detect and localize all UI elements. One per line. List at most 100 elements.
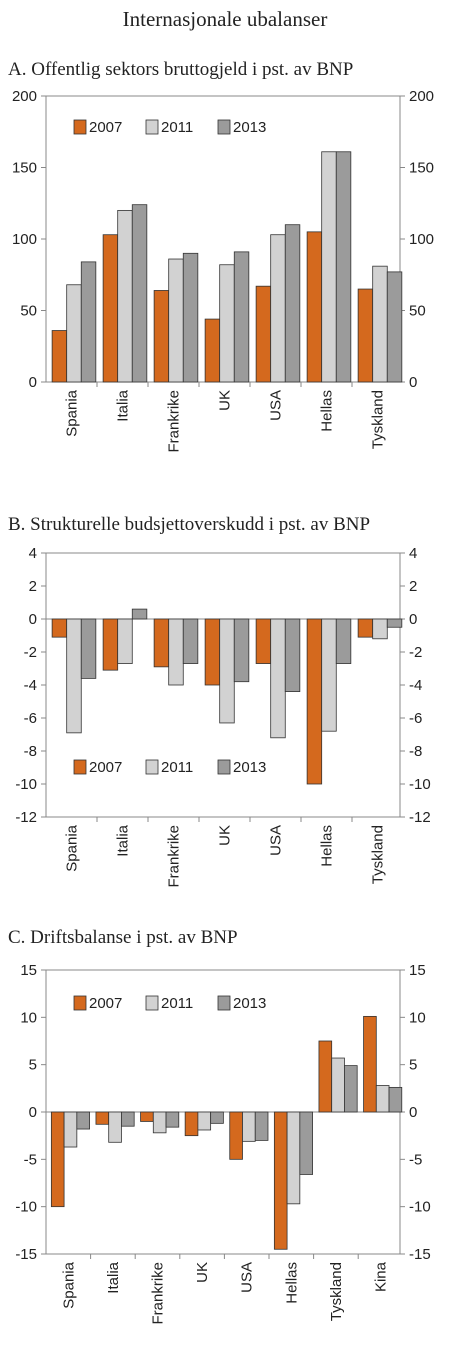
panel-1: B. Strukturelle budsjettoverskudd i pst.…: [8, 514, 431, 888]
bar-2013-tyskland: [386, 271, 403, 383]
bar-2013-hellas: [335, 618, 352, 664]
bar-2013-italia: [131, 608, 148, 620]
y-tick-label-left: 200: [12, 88, 37, 105]
y-tick-label-left: 4: [29, 545, 37, 562]
y-tick-label-left: -2: [24, 644, 37, 661]
y-tick-label-left: 5: [29, 1057, 37, 1074]
y-tick-label-left: -15: [15, 1246, 37, 1263]
bar-2007-spania: [51, 618, 68, 638]
bar-2007-frankrike: [153, 290, 170, 383]
bar-2007-italia: [95, 1111, 110, 1125]
legend-swatch-2011: [145, 995, 159, 1011]
bar-2013-usa: [284, 618, 301, 692]
x-tick-label-frankrike: Frankrike: [166, 390, 183, 453]
x-tick-label-tyskland: Tyskland: [370, 390, 387, 449]
bar-2007-tyskland: [357, 288, 374, 383]
y-tick-label-right: 0: [409, 374, 417, 391]
bar-2011-uk: [219, 618, 235, 724]
bar-2007-kina: [363, 1015, 377, 1113]
bar-2013-spania: [76, 1111, 90, 1130]
y-tick-label-left: -12: [15, 809, 37, 826]
y-tick-label-right: -6: [409, 710, 422, 727]
legend-swatch-2011: [145, 119, 159, 135]
bar-2013-frankrike: [182, 618, 199, 664]
x-tick-label-tyskland: Tyskland: [370, 825, 387, 884]
bar-2007-frankrike: [140, 1111, 154, 1122]
bar-2013-italia: [121, 1111, 135, 1127]
bar-2011-uk: [219, 264, 235, 383]
bar-2013-usa: [254, 1111, 269, 1141]
bar-2011-hellas: [321, 151, 337, 383]
bar-2007-uk: [204, 318, 221, 383]
bar-2013-tyskland: [344, 1065, 358, 1113]
panel-2: C. Driftsbalanse i pst. av BNP -15 -15 -10 -…: [8, 927, 431, 1325]
bar-2013-uk: [233, 251, 250, 383]
y-tick-label-right: -5: [409, 1151, 422, 1168]
x-tick-label-spania: Spania: [60, 1261, 77, 1308]
y-tick-label-left: -6: [24, 710, 37, 727]
y-tick-label-right: 10: [409, 1009, 426, 1026]
bar-2007-italia: [102, 234, 119, 383]
legend-label-2013: 2013: [233, 119, 266, 136]
y-tick-label-left: -10: [15, 776, 37, 793]
y-tick-label-right: -12: [409, 809, 431, 826]
y-tick-label-left: -4: [24, 677, 37, 694]
y-tick-label-left: -5: [24, 1151, 37, 1168]
x-tick-label-uk: UK: [194, 1262, 211, 1283]
legend-label-2011: 2011: [161, 119, 193, 136]
panel-0: A. Offentlig sektors bruttogjeld i pst. …: [8, 59, 434, 453]
bar-2013-usa: [284, 224, 301, 383]
y-tick-label-left: 15: [20, 962, 37, 979]
bar-2007-hellas: [273, 1111, 288, 1250]
y-tick-label-right: 4: [409, 545, 417, 562]
bar-2011-uk: [197, 1111, 212, 1131]
y-tick-label-left: 2: [29, 578, 37, 595]
legend-label-2013: 2013: [233, 759, 266, 776]
x-tick-label-spania: Spania: [64, 824, 81, 871]
y-tick-label-left: -10: [15, 1199, 37, 1216]
bar-2013-uk: [210, 1111, 224, 1124]
x-tick-label-spania: Spania: [64, 389, 81, 436]
bar-2013-kina: [388, 1086, 403, 1113]
bar-2011-italia: [108, 1111, 122, 1143]
y-tick-label-right: 200: [409, 88, 434, 105]
bar-2007-tyskland: [318, 1040, 333, 1113]
y-tick-label-right: 100: [409, 231, 434, 248]
bar-2011-usa: [270, 618, 286, 739]
bar-2011-spania: [66, 618, 82, 734]
legend-label-2007: 2007: [89, 119, 122, 136]
bar-2011-spania: [63, 1111, 78, 1148]
bar-2007-usa: [255, 285, 272, 383]
y-tick-label-right: -10: [409, 1199, 431, 1216]
y-tick-label-left: 0: [29, 1104, 37, 1121]
bar-2011-hellas: [286, 1111, 301, 1205]
bar-2011-tyskland: [372, 265, 388, 383]
x-tick-label-uk: UK: [217, 390, 234, 411]
y-tick-label-right: 150: [409, 160, 434, 177]
bar-2011-tyskland: [372, 618, 388, 640]
y-tick-label-left: 10: [20, 1009, 37, 1026]
x-tick-label-hellas: Hellas: [319, 390, 336, 432]
bar-2007-italia: [102, 618, 119, 671]
bar-2007-uk: [184, 1111, 199, 1137]
bar-2013-italia: [131, 204, 148, 383]
y-tick-label-right: 0: [409, 1104, 417, 1121]
y-tick-label-left: 50: [20, 303, 37, 320]
bar-2007-hellas: [306, 231, 323, 383]
y-tick-label-right: -2: [409, 644, 422, 661]
bar-2011-frankrike: [168, 258, 184, 383]
bar-2011-usa: [270, 234, 286, 383]
legend-label-2011: 2011: [161, 759, 193, 776]
x-tick-label-hellas: Hellas: [283, 1262, 300, 1304]
legend-swatch-2013: [217, 995, 231, 1011]
bar-2011-frankrike: [168, 618, 184, 686]
bar-2011-hellas: [321, 618, 337, 732]
y-tick-label-right: 2: [409, 578, 417, 595]
bar-2007-usa: [255, 618, 272, 664]
bar-2007-tyskland: [357, 618, 374, 638]
x-tick-label-usa: USA: [268, 390, 285, 421]
x-tick-label-usa: USA: [268, 825, 285, 856]
x-tick-label-italia: Italia: [105, 1261, 122, 1293]
legend-label-2007: 2007: [89, 995, 122, 1012]
